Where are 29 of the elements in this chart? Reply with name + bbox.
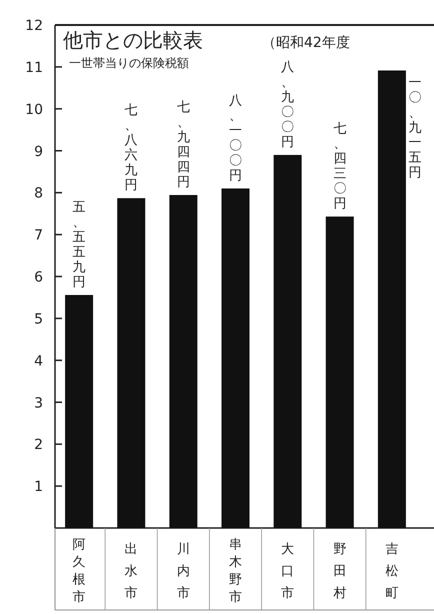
data-label: 五、五五九円	[72, 200, 86, 290]
data-label: 七、四三〇円	[333, 122, 346, 212]
data-label: 七、八六九円	[124, 103, 138, 194]
y-tick-label: 2	[34, 437, 43, 454]
y-tick-label: 1	[34, 479, 43, 496]
y-tick-label: 6	[34, 270, 44, 286]
data-label: 七、九四四円	[176, 100, 190, 190]
y-tick-label: 7	[34, 228, 43, 244]
y-tick-label: 5	[34, 311, 43, 328]
x-tick-label: 吉松町	[385, 542, 398, 601]
x-tick-label: 出水市	[124, 542, 138, 601]
y-tick-label: 8	[34, 186, 43, 202]
x-tick-label: 川内市	[176, 542, 190, 601]
x-tick-label: 串木野市	[229, 538, 242, 605]
y-tick-label: 10	[25, 102, 43, 118]
chart-title: 他市との比較表	[63, 28, 203, 52]
y-tick-label: 12	[25, 18, 43, 34]
x-tick-label: 阿久根市	[72, 538, 86, 605]
text: 一世帯当りの保険税額	[69, 56, 189, 70]
y-tick-label: 4	[34, 353, 44, 370]
data-label: 八、九〇〇円	[281, 60, 294, 150]
y-tick-label: 11	[25, 60, 43, 76]
x-tick-label: 野田村	[332, 542, 346, 601]
y-tick-label: 3	[34, 395, 43, 412]
y-tick-label: 9	[34, 144, 43, 160]
x-tick-label: 大口市	[281, 542, 294, 601]
annotation: （昭和42年度	[262, 35, 350, 51]
data-label: 八、一〇〇円	[229, 93, 242, 184]
data-label: 一〇、九一五円	[408, 75, 422, 180]
